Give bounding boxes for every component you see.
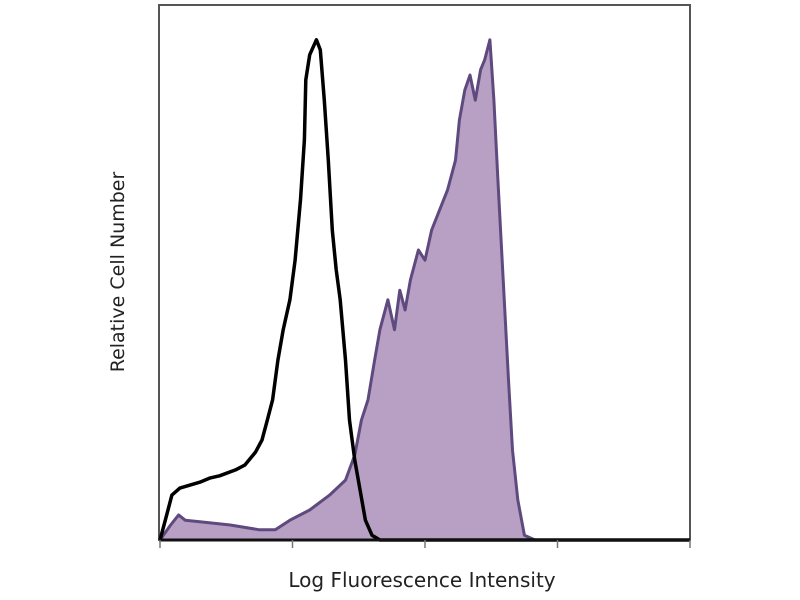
stained-histogram-fill [160, 39, 690, 541]
x-axis-label: Log Fluorescence Intensity [288, 568, 556, 592]
control-histogram-line [158, 38, 690, 542]
y-axis-label: Relative Cell Number [107, 171, 129, 373]
stained-histogram-line [158, 38, 690, 542]
